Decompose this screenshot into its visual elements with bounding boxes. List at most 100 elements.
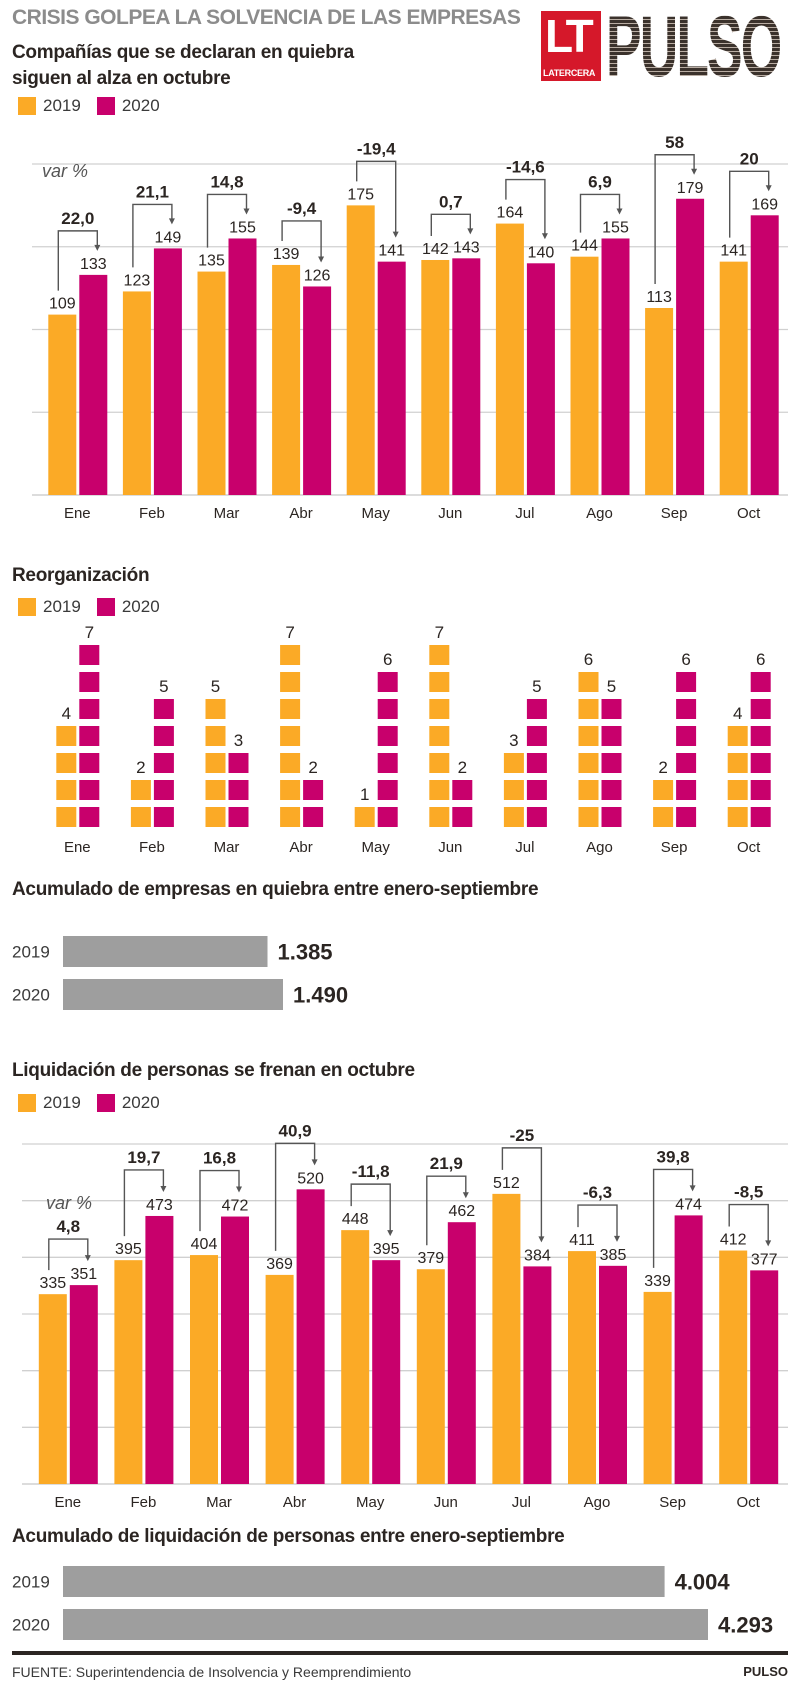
- legend-swatch-2019: [18, 97, 36, 115]
- legend-label-2020: 2020: [121, 1093, 160, 1112]
- value-label-2020: 179: [677, 180, 704, 197]
- bracket-arrow-icon: [462, 1192, 469, 1199]
- month-label: Jun: [434, 1494, 458, 1511]
- unit-square-2019-oct: [727, 753, 748, 773]
- bar-2019-feb: [114, 1260, 143, 1484]
- month-label: Ene: [64, 505, 91, 522]
- bar-2019-jul: [495, 223, 524, 495]
- value-label-2020: 149: [155, 229, 182, 246]
- month-label: Ago: [584, 1494, 611, 1511]
- var-pct-label: -6,3: [583, 1183, 612, 1202]
- unit-square-2020-ago: [601, 807, 622, 827]
- bar-2020-may: [377, 261, 406, 495]
- bar-2019-jul: [492, 1193, 521, 1484]
- value-label-2019: 135: [198, 253, 225, 270]
- value-label-2020: 351: [70, 1266, 97, 1283]
- bar-2019-ene: [48, 314, 77, 495]
- bar-2020-may: [372, 1260, 401, 1484]
- bracket-arrow-icon: [765, 185, 772, 192]
- hbar-value-label: 4.004: [675, 1570, 731, 1595]
- hbar-value-label: 1.490: [293, 983, 348, 1008]
- bar-2020-ene: [69, 1285, 98, 1484]
- var-pct-label: -25: [510, 1126, 535, 1145]
- value-label-2019: 7: [285, 623, 294, 642]
- month-label: Ene: [64, 839, 91, 856]
- unit-square-2020-ago: [601, 726, 622, 746]
- unit-square-2019-abr: [280, 645, 301, 665]
- unit-square-2019-ago: [578, 753, 599, 773]
- value-label-2020: 140: [528, 244, 555, 261]
- legend-label-2020: 2020: [121, 597, 160, 616]
- value-label-2019: 3: [509, 731, 518, 750]
- bar-2020-ago: [601, 238, 630, 495]
- var-bracket: [123, 1169, 165, 1237]
- value-label-2019: 123: [124, 272, 151, 289]
- logo-sub-text: LATERCERA: [543, 68, 596, 78]
- value-label-2019: 164: [497, 205, 524, 222]
- value-label-2019: 5: [211, 677, 220, 696]
- bar-2020-abr: [303, 286, 332, 495]
- year-label: 2020: [12, 1616, 50, 1635]
- value-label-2020: 6: [681, 650, 690, 669]
- value-label-2019: 395: [115, 1241, 142, 1258]
- var-pct-label: -11,8: [352, 1162, 390, 1181]
- month-label: Sep: [659, 1494, 686, 1511]
- bracket-arrow-icon: [691, 168, 698, 175]
- value-label-2019: 109: [49, 296, 76, 313]
- footer-brand: PULSO: [743, 1664, 788, 1679]
- value-label-2020: 385: [600, 1247, 627, 1264]
- unit-square-2019-jul: [503, 753, 524, 773]
- bracket-arrow-icon: [689, 1185, 696, 1192]
- var-pct-label: 0,7: [439, 192, 463, 211]
- footer-source: FUENTE: Superintendencia de Insolvencia …: [12, 1664, 412, 1680]
- unit-square-2020-jun: [452, 780, 473, 800]
- chart1-title: Compañías que se declaran en quiebra sig…: [12, 40, 354, 92]
- month-label: May: [362, 839, 391, 856]
- bar-2019-feb: [122, 291, 151, 495]
- hbar-2020: [63, 1609, 708, 1640]
- logo-lt-text: LT: [545, 10, 594, 62]
- value-label-2019: 339: [644, 1273, 671, 1290]
- var-bracket: [577, 1204, 618, 1238]
- value-label-2019: 404: [191, 1236, 218, 1253]
- value-label-2020: 155: [229, 219, 256, 236]
- unit-square-2019-sep: [653, 807, 674, 827]
- unit-square-2020-jul: [526, 807, 547, 827]
- value-label-2020: 3: [234, 731, 243, 750]
- chart2-title: Reorganización: [12, 565, 150, 586]
- unit-square-2019-oct: [727, 726, 748, 746]
- legend-label-2019: 2019: [43, 1093, 81, 1112]
- unit-square-2020-jul: [526, 753, 547, 773]
- var-pct-label: 19,7: [127, 1148, 160, 1167]
- unit-square-2020-sep: [676, 672, 697, 692]
- var-bracket: [501, 1147, 543, 1239]
- value-label-2019: 7: [435, 623, 444, 642]
- unit-square-2020-ene: [79, 699, 100, 719]
- bracket-arrow-icon: [614, 1235, 620, 1242]
- unit-square-2020-ago: [601, 753, 622, 773]
- unit-square-2020-ene: [79, 780, 100, 800]
- year-label: 2019: [12, 1573, 50, 1592]
- unit-square-2020-mar: [228, 780, 249, 800]
- var-pct-label: 21,1: [136, 182, 169, 201]
- month-label: Ago: [586, 505, 613, 522]
- month-label: Oct: [737, 1494, 761, 1511]
- value-label-2020: 395: [373, 1241, 400, 1258]
- legend-swatch-2019: [18, 598, 36, 616]
- value-label-2019: 142: [422, 241, 449, 258]
- value-label-2020: 155: [602, 219, 629, 236]
- bar-2020-jul: [523, 1266, 552, 1484]
- legend-swatch-2020: [96, 598, 115, 616]
- unit-square-2020-ago: [601, 780, 622, 800]
- var-pct-label: 6,9: [588, 172, 612, 191]
- legend-label-2020: 2020: [121, 96, 160, 115]
- var-bracket: [728, 1203, 769, 1243]
- unit-square-2020-oct: [750, 753, 771, 773]
- unit-square-2020-ene: [79, 753, 100, 773]
- bracket-arrow-icon: [538, 1236, 545, 1243]
- value-label-2019: 144: [571, 238, 598, 255]
- value-label-2020: 2: [308, 758, 317, 777]
- month-label: Feb: [139, 839, 165, 856]
- unit-square-2019-abr: [280, 672, 301, 692]
- bracket-arrow-icon: [168, 218, 175, 225]
